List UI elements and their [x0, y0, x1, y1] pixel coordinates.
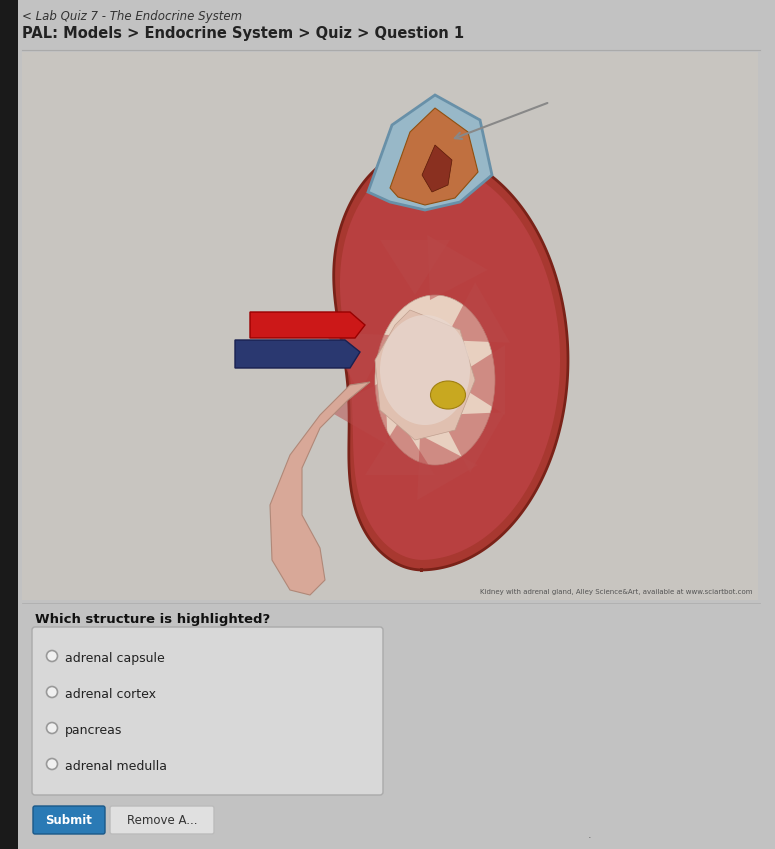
Text: adrenal capsule: adrenal capsule — [65, 652, 165, 665]
Ellipse shape — [375, 295, 495, 465]
Polygon shape — [380, 240, 450, 295]
Polygon shape — [365, 420, 435, 475]
Text: adrenal cortex: adrenal cortex — [65, 688, 156, 701]
Polygon shape — [440, 412, 505, 473]
FancyBboxPatch shape — [32, 627, 383, 795]
Polygon shape — [325, 332, 390, 393]
Text: .: . — [588, 830, 592, 840]
Text: Remove A...: Remove A... — [127, 813, 198, 826]
Circle shape — [46, 687, 57, 698]
Text: < Lab Quiz 7 - The Endocrine System: < Lab Quiz 7 - The Endocrine System — [22, 10, 242, 23]
Polygon shape — [450, 345, 505, 415]
Polygon shape — [235, 340, 360, 368]
Polygon shape — [390, 108, 478, 205]
Polygon shape — [375, 310, 475, 440]
Text: adrenal medulla: adrenal medulla — [65, 760, 167, 773]
FancyBboxPatch shape — [33, 806, 105, 834]
Text: Submit: Submit — [46, 813, 92, 826]
Circle shape — [46, 758, 57, 769]
Polygon shape — [327, 380, 388, 445]
Text: Which structure is highlighted?: Which structure is highlighted? — [35, 613, 270, 626]
Ellipse shape — [380, 315, 470, 425]
Polygon shape — [445, 282, 510, 343]
Polygon shape — [270, 382, 370, 595]
Text: PAL: Models > Endocrine System > Quiz > Question 1: PAL: Models > Endocrine System > Quiz > … — [22, 26, 464, 41]
Circle shape — [46, 722, 57, 734]
Polygon shape — [250, 312, 365, 338]
Polygon shape — [340, 160, 560, 560]
Polygon shape — [427, 235, 487, 300]
Polygon shape — [334, 150, 568, 570]
Text: Kidney with adrenal gland, Alley Science&Art, available at www.sciartbot.com: Kidney with adrenal gland, Alley Science… — [480, 589, 753, 595]
Text: pancreas: pancreas — [65, 724, 122, 737]
Polygon shape — [368, 95, 492, 210]
Polygon shape — [417, 435, 478, 500]
FancyBboxPatch shape — [0, 0, 18, 849]
Ellipse shape — [430, 381, 466, 409]
FancyBboxPatch shape — [22, 52, 758, 600]
FancyBboxPatch shape — [110, 806, 214, 834]
Circle shape — [46, 650, 57, 661]
Polygon shape — [422, 145, 452, 192]
